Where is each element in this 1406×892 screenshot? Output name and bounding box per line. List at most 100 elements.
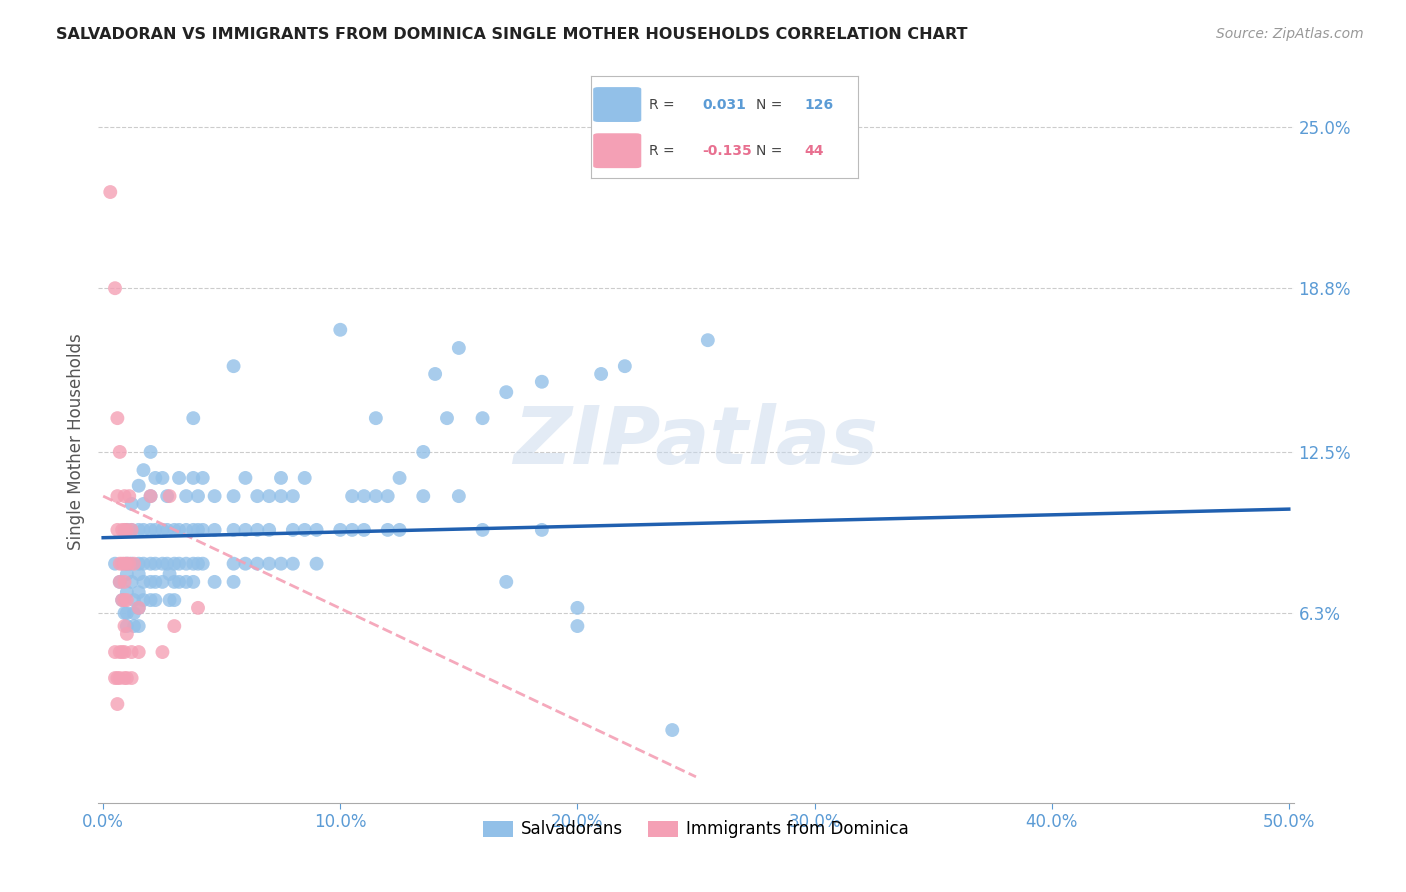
Point	[235, 471, 257, 485]
Point	[139, 523, 162, 537]
Point	[114, 557, 136, 571]
Point	[128, 619, 150, 633]
Point	[235, 557, 257, 571]
Point	[294, 471, 316, 485]
Point	[167, 557, 190, 571]
Point	[108, 671, 131, 685]
Point	[174, 574, 197, 589]
Point	[187, 557, 209, 571]
Point	[105, 411, 128, 425]
Point	[412, 489, 434, 503]
Point	[222, 523, 245, 537]
Point	[159, 567, 181, 582]
Text: ZIPatlas: ZIPatlas	[513, 402, 879, 481]
Point	[104, 281, 127, 295]
FancyBboxPatch shape	[593, 87, 641, 122]
Point	[139, 574, 162, 589]
Point	[114, 574, 136, 589]
Text: 0.031: 0.031	[703, 97, 747, 112]
Point	[108, 445, 131, 459]
Point	[152, 523, 174, 537]
Point	[156, 523, 179, 537]
Point	[122, 593, 145, 607]
Point	[152, 557, 174, 571]
Point	[139, 445, 162, 459]
Point	[567, 619, 589, 633]
Point	[156, 557, 179, 571]
Point	[187, 600, 209, 615]
Point	[132, 593, 155, 607]
Text: 44: 44	[804, 144, 824, 158]
Point	[139, 489, 162, 503]
Point	[115, 671, 138, 685]
Point	[181, 411, 204, 425]
Point	[132, 523, 155, 537]
Point	[340, 489, 363, 503]
Point	[270, 471, 292, 485]
Point	[159, 489, 181, 503]
Point	[257, 489, 280, 503]
Point	[104, 557, 127, 571]
Point	[353, 523, 375, 537]
Text: N =: N =	[756, 144, 783, 158]
Point	[121, 523, 143, 537]
Point	[246, 523, 269, 537]
Point	[105, 489, 128, 503]
Point	[121, 523, 143, 537]
Point	[108, 645, 131, 659]
Text: SALVADORAN VS IMMIGRANTS FROM DOMINICA SINGLE MOTHER HOUSEHOLDS CORRELATION CHAR: SALVADORAN VS IMMIGRANTS FROM DOMINICA S…	[56, 27, 967, 42]
Point	[246, 557, 269, 571]
Point	[167, 574, 190, 589]
Point	[114, 593, 136, 607]
Point	[471, 411, 494, 425]
Point	[132, 463, 155, 477]
Point	[270, 489, 292, 503]
Point	[114, 523, 136, 537]
Point	[305, 523, 328, 537]
Point	[143, 523, 166, 537]
Point	[204, 574, 226, 589]
Point	[181, 471, 204, 485]
Point	[111, 593, 134, 607]
Legend: Salvadorans, Immigrants from Dominica: Salvadorans, Immigrants from Dominica	[477, 814, 915, 845]
Point	[167, 523, 190, 537]
Point	[132, 497, 155, 511]
Point	[115, 523, 138, 537]
Point	[257, 557, 280, 571]
Point	[105, 697, 128, 711]
Point	[471, 523, 494, 537]
Point	[281, 523, 304, 537]
Point	[139, 593, 162, 607]
Point	[115, 606, 138, 620]
Point	[111, 645, 134, 659]
Point	[128, 600, 150, 615]
Point	[163, 593, 186, 607]
Point	[115, 557, 138, 571]
Point	[329, 523, 352, 537]
Point	[143, 471, 166, 485]
Point	[118, 489, 141, 503]
Point	[114, 645, 136, 659]
Point	[447, 489, 470, 503]
Point	[353, 489, 375, 503]
Point	[128, 585, 150, 599]
Point	[163, 557, 186, 571]
Point	[159, 593, 181, 607]
Text: R =: R =	[650, 144, 675, 158]
Text: Source: ZipAtlas.com: Source: ZipAtlas.com	[1216, 27, 1364, 41]
Point	[121, 497, 143, 511]
Point	[128, 600, 150, 615]
Point	[115, 627, 138, 641]
Point	[329, 323, 352, 337]
Point	[167, 471, 190, 485]
Point	[108, 557, 131, 571]
Point	[115, 619, 138, 633]
FancyBboxPatch shape	[593, 133, 641, 168]
Point	[191, 523, 214, 537]
Point	[139, 489, 162, 503]
Point	[128, 567, 150, 582]
Point	[181, 523, 204, 537]
Point	[139, 557, 162, 571]
Point	[121, 671, 143, 685]
Point	[187, 523, 209, 537]
